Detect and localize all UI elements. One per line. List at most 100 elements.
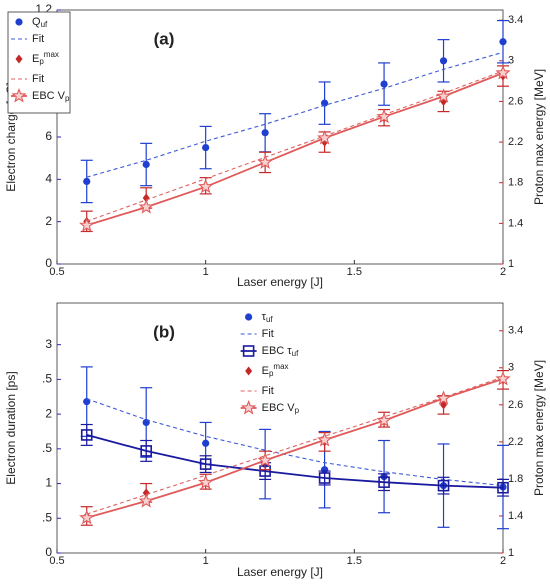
marker [316,432,333,447]
x-tick-label: 2 [500,555,506,567]
y-tick-label: .5 [42,441,52,455]
marker [497,481,509,494]
marker [495,64,511,80]
marker [138,493,154,508]
y-tick-label: 2 [45,406,52,420]
legend-label: Epmax [32,50,59,66]
legend-label: Fit [32,73,44,85]
y2-tick-label: 1 [508,547,514,559]
y2-tick-label: 2.2 [508,436,523,448]
plot-frame [56,302,504,554]
legend-label: EBC Vp [32,90,70,103]
y-tick-label: 6 [45,129,52,143]
marker [261,129,269,137]
marker [142,193,150,203]
legend-marker [245,313,253,321]
marker [376,108,392,124]
marker [435,390,452,405]
marker [257,452,273,467]
y-axis-label: Electron duration [ps] [4,371,18,484]
plot-frame [56,9,504,265]
y-tick-label: .5 [42,372,52,386]
series-line [86,378,504,519]
x-tick-label: 1 [203,555,209,567]
y2-tick-label: 2.6 [508,95,523,107]
series-line [86,398,504,487]
marker [198,178,214,194]
x-axis-label: Laser energy [J] [237,275,323,289]
series-line [86,376,504,515]
marker [439,57,448,65]
series-line [86,70,504,222]
y2-tick-label: 2.6 [508,399,523,411]
legend-marker [242,345,255,357]
legend-marker [241,399,257,415]
legend-label: EBC τuf [262,345,299,358]
marker [199,458,212,470]
x-axis-label: Laser energy [J] [237,565,323,579]
y2-tick-label: 1 [508,258,514,270]
y-tick-label: 4 [45,172,52,186]
y-tick-label: 0 [45,256,52,270]
marker [378,476,390,488]
y-tick-label: .5 [42,510,52,524]
x-tick-label: 0.5 [49,266,64,278]
marker [79,217,95,232]
marker [495,370,511,386]
y2-tick-label: 1.4 [508,510,523,522]
marker [142,488,150,498]
marker [138,199,154,214]
legend-marker [15,18,23,26]
y2-tick-label: 3.4 [508,325,523,337]
marker [83,177,91,186]
y2-tick-label: 1.4 [508,217,523,229]
error-bar [140,439,153,462]
y-tick-label: 0 [45,545,52,559]
marker [437,479,450,492]
marker [79,509,95,525]
legend-label: Fit [262,328,274,340]
x-tick-label: 1 [203,266,209,278]
legend-label: EBC Vp [262,402,300,415]
legend-label: Epmax [262,362,289,378]
legend-label: Fit [262,385,274,397]
y2-tick-label: 1.8 [508,177,523,189]
y2-tick-label: 2.2 [508,136,523,148]
marker [376,412,392,428]
y2-tick-label: 1.8 [508,473,523,485]
y-tick-label: 3 [45,337,52,351]
marker [257,154,273,169]
marker [142,160,150,169]
y-tick-label: 2 [45,214,52,228]
marker [80,429,93,441]
x-tick-label: 0.5 [49,555,64,567]
marker [202,143,210,152]
x-tick-label: 1.5 [347,266,362,278]
legend-label: Quf [32,16,48,29]
marker [499,38,507,46]
marker [318,472,331,484]
y2-tick-label: 3.4 [508,14,523,26]
panel-title: (b) [153,322,175,341]
y2-axis-label: Proton max energy [MeV] [532,360,546,496]
y2-tick-label: 3 [508,362,514,374]
x-tick-label: 1.5 [347,555,362,567]
marker [321,99,329,107]
y2-tick-label: 3 [508,55,514,67]
panel-title: (a) [154,29,175,48]
marker [202,439,210,447]
y-tick-label: 1 [45,476,52,490]
legend-marker [15,54,23,64]
y2-axis-label: Proton max energy [MeV] [532,69,546,205]
marker [380,80,388,88]
legend-marker [245,366,253,376]
marker [435,88,452,103]
legend-marker [11,87,27,103]
series-line [86,51,504,178]
marker [140,445,152,457]
x-tick-label: 2 [500,266,506,278]
legend-label: Fit [32,33,44,45]
series-line [86,72,504,227]
series-line [86,434,504,489]
